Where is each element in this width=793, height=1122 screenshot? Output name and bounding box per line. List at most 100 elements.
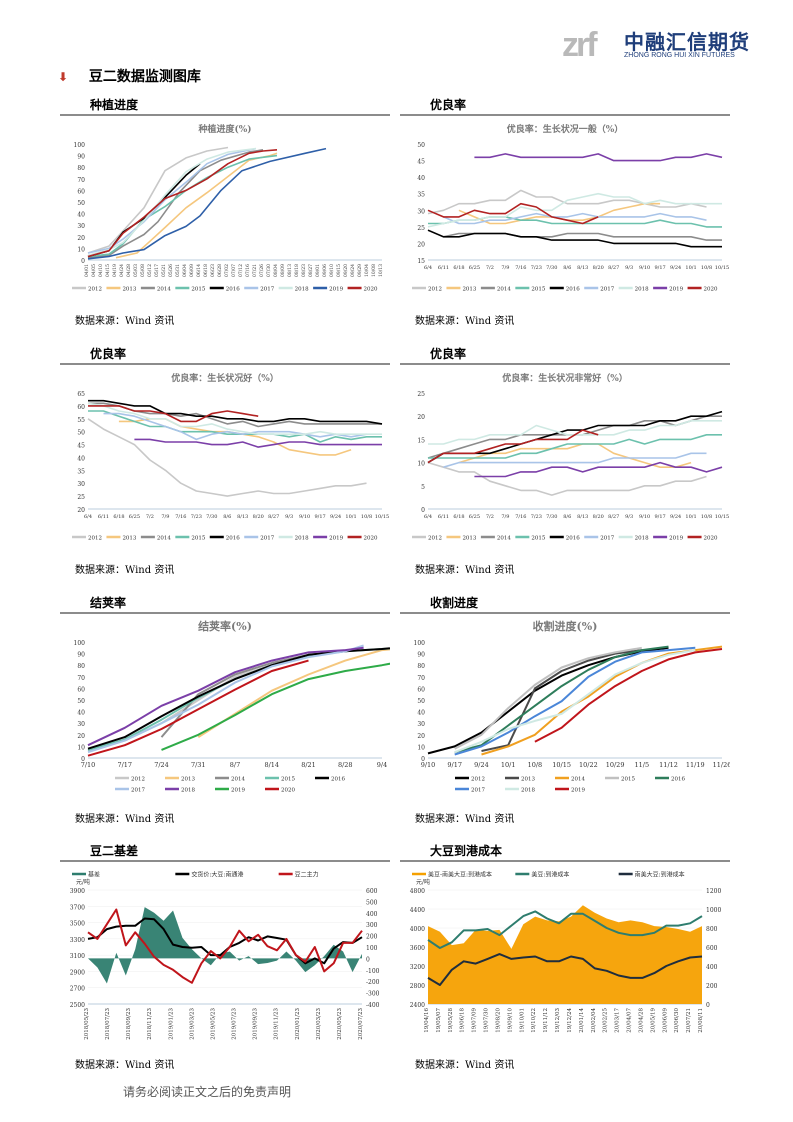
legend-label: 2019 [669,536,683,542]
x-tick-label: 6/25 [129,514,140,520]
source-note: 数据来源：Wind 资讯 [415,814,515,825]
series-line-2012 [427,646,669,755]
x-tick-label: 20/01/14 [579,1008,585,1033]
series-line-2017 [443,452,707,468]
bullet-arrow-icon: ⬇ [58,70,69,84]
x-tick-label: 05/17 [154,264,160,277]
y-tick-label: 80 [77,165,85,172]
y-tick-label: 4400 [410,907,425,914]
x-tick-label: 11/19 [686,761,705,769]
x-tick-label: 04/05 [91,264,97,277]
section-title-text: 豆二数据监测图库 [88,69,201,85]
y2-tick-label: 0 [366,956,370,963]
series-line-2016 [427,229,722,248]
legend-label: 2014 [497,536,511,542]
series-line-2013 [115,152,278,259]
legend-label: 2013 [122,536,136,542]
x-tick-label: 7/9 [161,514,169,520]
series-line-2019 [87,147,327,260]
chart-title: 优良率：生长状况好（%） [171,372,279,384]
legend-label: 美豆:到港成本 [531,871,569,879]
series-line-美豆:到港成本 [427,910,703,949]
y-tick-label: 30 [77,223,85,230]
x-tick-label: 7/24 [154,761,169,769]
x-tick-label: 9/24 [670,265,681,271]
series-line-2016 [88,399,383,425]
x-tick-label: 06/18 [203,264,209,277]
x-tick-label: 10/8 [528,761,543,769]
series-line-2012 [87,146,229,254]
y-tick-label: 20 [417,414,425,421]
x-tick-label: 10/8 [701,514,712,520]
x-tick-label: 9/3 [625,265,633,271]
series-line-2017 [103,412,367,441]
y-tick-label: 3200 [410,964,425,971]
x-tick-label: 2019/09/23 [253,1008,259,1040]
x-tick-label: 9/10 [299,514,310,520]
x-tick-label: 10/15 [715,514,729,520]
x-tick-label: 04/19 [112,264,118,277]
y2-tick-label: 0 [706,1002,710,1009]
series-line-2016 [87,647,390,750]
y-tick-label: 0 [81,258,85,265]
y-tick-label: 20 [77,733,85,740]
legend-label: 2019 [329,287,343,293]
legend-label: 2012 [428,536,442,542]
x-tick-label: 20/02/25 [603,1008,609,1033]
x-tick-label: 6/25 [469,514,480,520]
y-tick-label: 30 [77,481,85,488]
x-tick-label: 07/07 [231,264,237,277]
series-line-2015 [87,154,278,258]
x-tick-label: 19/09/10 [507,1008,513,1033]
legend-label: 2019 [669,287,683,293]
legend-label: 2019 [329,536,343,542]
legend-label: 2015 [191,536,205,542]
legend-label: 2019 [571,788,585,794]
x-tick-label: 20/04/07 [627,1008,633,1033]
y-tick-label: 45 [417,159,425,166]
series-line-2017 [87,644,364,754]
y-tick-label: 40 [77,710,85,717]
x-tick-label: 10/1 [685,514,696,520]
legend-label: 2017 [131,788,145,794]
x-tick-label: 20/06/09 [662,1008,668,1033]
y-tick-label: 90 [417,652,425,659]
series-line-2017 [454,646,696,756]
legend-label: 2012 [131,777,145,783]
x-tick-label: 10/15 [715,265,729,271]
y-tick-label: 55 [77,417,85,424]
series-line-2016 [454,645,669,754]
legend-label: 2015 [191,287,205,293]
x-tick-label: 10/29 [606,761,625,769]
series-line-2018 [87,646,364,747]
x-tick-label: 10/13 [378,264,384,277]
x-tick-label: 7/2 [486,265,494,271]
y-tick-label: 40 [77,212,85,219]
series-line-2018 [87,402,382,435]
x-tick-label: 10/1 [501,761,516,769]
x-tick-label: 06/04 [182,264,188,277]
x-tick-label: 04/01 [84,264,90,277]
x-tick-label: 8/13 [237,514,248,520]
source-note: 数据来源：Wind 资讯 [75,565,175,576]
series-line-2019 [474,461,723,478]
x-tick-label: 2020/03/23 [316,1008,322,1040]
x-tick-label: 8/20 [593,265,604,271]
y-tick-label: 90 [77,154,85,161]
legend-label: 2020 [281,788,295,794]
source-note: 数据来源：Wind 资讯 [75,814,175,825]
legend-label: 2014 [157,287,171,293]
y-tick-label: 10 [417,744,425,751]
x-tick-label: 05/12 [147,264,153,277]
x-tick-label: 8/21 [301,761,316,769]
x-tick-label: 07/12 [238,264,244,277]
legend-label: 2017 [260,536,274,542]
x-tick-label: 7/30 [206,514,217,520]
x-tick-label: 9/17 [447,761,462,769]
y2-tick-label: 400 [366,911,378,918]
source-note: 数据来源：Wind 资讯 [75,316,175,327]
x-tick-label: 8/14 [264,761,279,769]
legend-label: 交货价:大豆:南通港 [191,871,243,879]
series-line-2020 [88,405,259,423]
